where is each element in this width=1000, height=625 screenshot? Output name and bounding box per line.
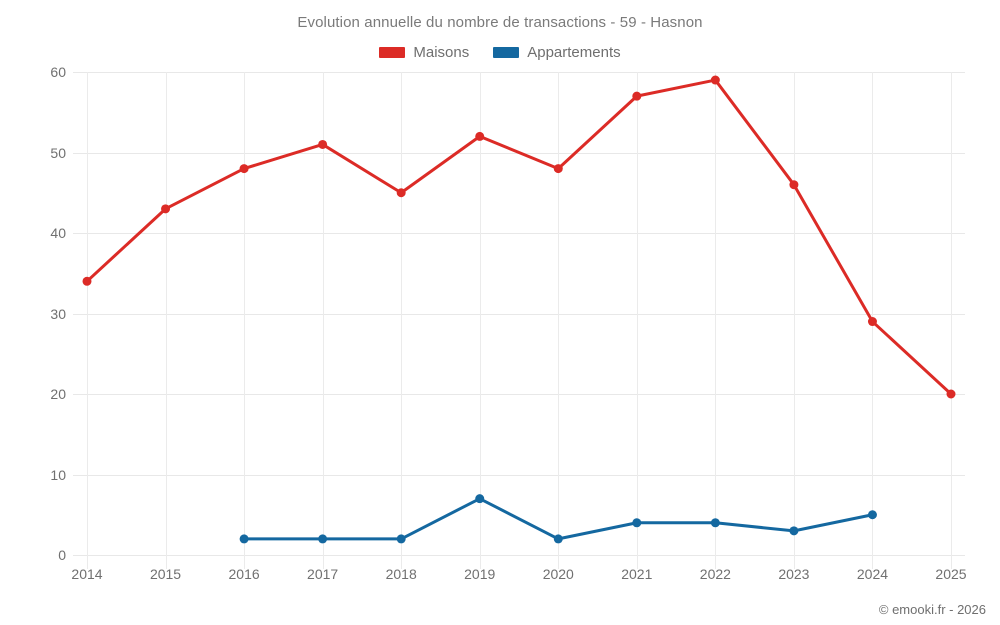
- y-axis-tick-label: 40: [50, 225, 66, 241]
- gridline-horizontal: [73, 474, 965, 476]
- x-axis-tick-label: 2017: [307, 566, 339, 582]
- y-axis-tick-label: 10: [50, 466, 66, 483]
- x-axis-tick-label: 2016: [228, 566, 260, 582]
- gridline-horizontal: [73, 555, 965, 556]
- legend-item-appartements[interactable]: Appartements: [493, 44, 621, 61]
- gridline-vertical: [558, 72, 560, 569]
- gridline-vertical: [244, 72, 246, 569]
- x-axis-tick-label: 2014: [71, 566, 103, 582]
- y-axis-tick-label: 50: [50, 144, 66, 161]
- y-axis-tick-label: 20: [50, 386, 66, 402]
- plot-area: [73, 72, 965, 569]
- y-axis-tick-label: 30: [50, 305, 66, 322]
- gridline-horizontal: [73, 233, 965, 234]
- legend-item-maisons[interactable]: Maisons: [379, 44, 469, 61]
- x-axis-tick-label: 2021: [621, 566, 653, 582]
- gridline-horizontal: [73, 394, 965, 395]
- chart-legend: Maisons Appartements: [0, 44, 1000, 61]
- gridline-vertical: [636, 72, 638, 569]
- x-axis-tick-label: 2022: [699, 566, 731, 582]
- x-axis-tick-label: 2015: [149, 566, 182, 582]
- footer-credit: © emooki.fr - 2026: [878, 602, 986, 617]
- gridline-horizontal: [73, 313, 965, 315]
- legend-swatch-appartements: [493, 47, 520, 58]
- y-axis-tick-label: 60: [50, 64, 66, 80]
- gridline-vertical: [87, 72, 88, 569]
- x-axis-tick-label: 2018: [385, 566, 417, 582]
- legend-label-maisons: Maisons: [413, 44, 470, 61]
- y-axis-tick-label: 0: [58, 547, 66, 563]
- gridline-vertical: [401, 72, 403, 569]
- x-axis-tick-label: 2019: [464, 566, 496, 582]
- gridline-vertical: [872, 72, 874, 569]
- legend-label-appartements: Appartements: [527, 44, 621, 61]
- x-axis-tick-label: 2023: [778, 566, 810, 582]
- gridline-vertical: [715, 72, 717, 569]
- gridline-vertical: [322, 72, 324, 569]
- gridline-vertical: [479, 72, 481, 569]
- legend-swatch-maisons: [379, 47, 406, 58]
- gridline-horizontal: [73, 152, 965, 154]
- x-axis-tick-label: 2020: [542, 566, 574, 582]
- gridline-vertical: [165, 72, 167, 569]
- x-axis-tick-label: 2024: [856, 566, 889, 582]
- gridline-vertical: [951, 72, 952, 569]
- x-axis-tick-label: 2025: [935, 566, 967, 582]
- gridline-vertical: [793, 72, 795, 569]
- chart-title: Evolution annuelle du nombre de transact…: [297, 14, 703, 31]
- gridline-horizontal: [73, 72, 965, 73]
